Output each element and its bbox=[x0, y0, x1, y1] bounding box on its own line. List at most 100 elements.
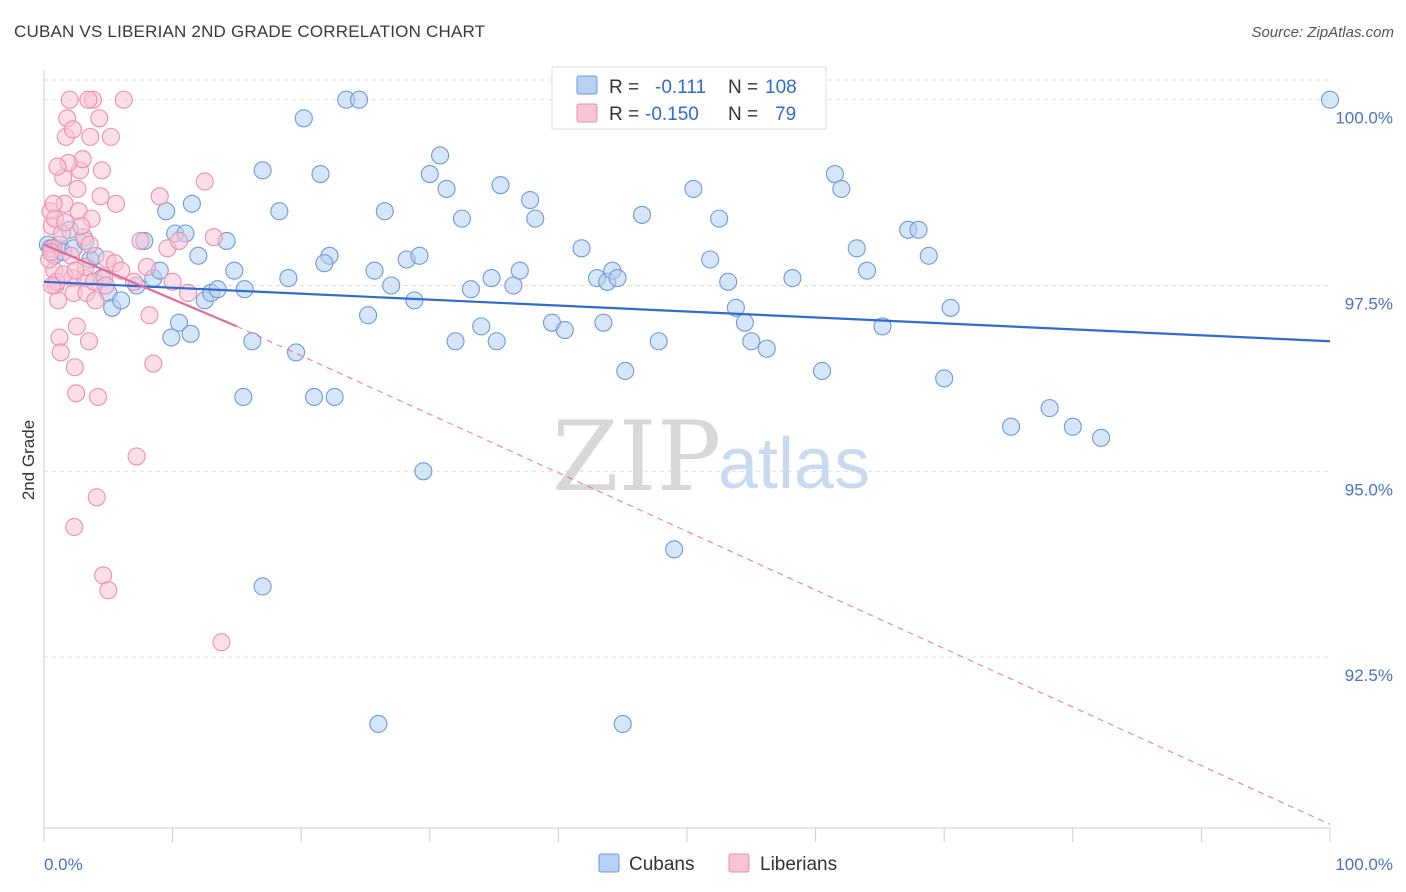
liberian-point-54 bbox=[212, 633, 231, 652]
cuban-point-41 bbox=[359, 306, 378, 325]
cuban-point-61 bbox=[526, 209, 545, 228]
cuban-point-56 bbox=[487, 332, 506, 351]
liberian-point-18 bbox=[67, 384, 86, 403]
cuban-point-40 bbox=[350, 90, 369, 109]
cuban-point-69 bbox=[608, 269, 627, 288]
liberian-point-49 bbox=[163, 272, 182, 291]
liberian-point-51 bbox=[178, 283, 198, 302]
liberian-point-73 bbox=[48, 157, 67, 176]
cuban-point-52 bbox=[452, 209, 472, 228]
cuban-point-64 bbox=[572, 239, 591, 258]
liberian-point-27 bbox=[81, 127, 100, 146]
liberian-point-45 bbox=[140, 306, 159, 325]
cuban-point-104 bbox=[235, 280, 254, 299]
cuban-point-98 bbox=[1320, 90, 1340, 109]
cuban-point-36 bbox=[311, 164, 330, 184]
liberian-point-8 bbox=[51, 343, 70, 362]
liberian-point-34 bbox=[91, 187, 110, 206]
cuban-point-57 bbox=[491, 176, 510, 195]
cuban-point-49 bbox=[431, 146, 450, 165]
y-tick-label-2: 95.0% bbox=[1345, 480, 1393, 499]
cuban-point-53 bbox=[461, 280, 481, 299]
liberian-point-13 bbox=[60, 90, 79, 109]
legend-r-label-2: R = bbox=[609, 104, 639, 125]
cuban-point-76 bbox=[710, 209, 729, 228]
cuban-point-107 bbox=[162, 328, 181, 347]
cuban-point-46 bbox=[405, 291, 424, 310]
cuban-point-91 bbox=[919, 246, 938, 265]
y-tick-label-1: 97.5% bbox=[1345, 295, 1393, 314]
legend-r-value-1: -0.111 bbox=[655, 77, 706, 98]
cuban-point-97 bbox=[1092, 428, 1111, 447]
cuban-point-101 bbox=[253, 577, 272, 596]
cuban-point-33 bbox=[287, 343, 306, 362]
data-points bbox=[38, 90, 1340, 734]
liberian-point-47 bbox=[150, 187, 169, 206]
cuban-point-27 bbox=[225, 261, 244, 280]
legend: R = -0.111 N = 108 R = -0.150 N = 79 bbox=[551, 66, 827, 130]
liberian-point-43 bbox=[131, 231, 150, 250]
liberian-point-63 bbox=[67, 317, 86, 336]
liberian-point-53 bbox=[204, 228, 223, 247]
liberian-point-76 bbox=[80, 235, 99, 254]
legend-r-label-1: R = bbox=[609, 77, 639, 98]
source-label: Source: ZipAtlas.com bbox=[1251, 24, 1394, 41]
watermark-atlas: atlas bbox=[718, 424, 870, 504]
tick-labels: 100.0% 97.5% 95.0% 92.5% 0.0% 100.0% bbox=[44, 109, 1393, 874]
liberian-point-50 bbox=[169, 231, 189, 250]
cuban-point-42 bbox=[365, 261, 384, 280]
liberian-point-68 bbox=[99, 581, 118, 600]
liberian-point-33 bbox=[90, 109, 109, 128]
cuban-point-21 bbox=[182, 194, 201, 213]
cuban-point-83 bbox=[812, 361, 832, 381]
liberian-point-41 bbox=[114, 90, 133, 109]
cuban-point-103 bbox=[181, 324, 200, 343]
liberians-trend-extension bbox=[236, 325, 1331, 825]
cuban-point-92 bbox=[935, 369, 954, 388]
cubans-trend-line bbox=[43, 280, 1331, 343]
cuban-point-34 bbox=[294, 109, 313, 128]
liberian-point-62 bbox=[63, 120, 82, 139]
liberian-point-26 bbox=[79, 332, 99, 351]
cuban-point-66 bbox=[594, 313, 613, 332]
cuban-point-93 bbox=[941, 298, 960, 317]
cuban-point-28 bbox=[234, 387, 253, 407]
liberian-point-40 bbox=[106, 194, 126, 213]
cuban-point-38 bbox=[325, 387, 344, 407]
cuban-point-48 bbox=[420, 164, 439, 184]
cuban-point-72 bbox=[649, 332, 668, 351]
cuban-point-99 bbox=[369, 714, 388, 734]
legend-swatch-liberians bbox=[576, 103, 598, 123]
grid-lines bbox=[44, 79, 1330, 658]
cuban-point-95 bbox=[1040, 399, 1059, 418]
cuban-point-55 bbox=[482, 269, 501, 288]
cuban-point-50 bbox=[437, 179, 456, 198]
cuban-point-70 bbox=[616, 361, 635, 381]
liberian-point-65 bbox=[79, 90, 98, 109]
series-legend-cubans: Cubans bbox=[629, 854, 695, 875]
y-tick-label-0: 100.0% bbox=[1335, 109, 1393, 128]
liberian-point-44 bbox=[137, 257, 156, 276]
liberians-trend-line bbox=[43, 243, 238, 328]
series-legend: Cubans Liberians bbox=[598, 853, 837, 875]
legend-n-value-2: 79 bbox=[775, 104, 796, 125]
liberian-point-46 bbox=[144, 354, 163, 373]
watermark-zip: ZIP bbox=[552, 401, 721, 513]
cuban-point-100 bbox=[613, 714, 632, 734]
cuban-point-106 bbox=[410, 246, 429, 265]
liberian-point-66 bbox=[87, 488, 106, 507]
liberian-point-32 bbox=[88, 387, 108, 407]
x-tick-label-1: 100.0% bbox=[1335, 855, 1393, 874]
cuban-point-87 bbox=[857, 261, 877, 280]
liberian-point-17 bbox=[65, 358, 84, 377]
liberian-point-75 bbox=[66, 261, 85, 280]
cuban-point-90 bbox=[909, 220, 928, 239]
cuban-point-63 bbox=[555, 321, 574, 340]
legend-n-label-2: N = bbox=[728, 104, 758, 125]
cuban-point-59 bbox=[510, 261, 529, 280]
watermark: ZIP atlas bbox=[552, 401, 870, 513]
cuban-point-30 bbox=[253, 161, 272, 180]
cuban-point-78 bbox=[726, 298, 745, 317]
cuban-point-35 bbox=[305, 387, 324, 407]
